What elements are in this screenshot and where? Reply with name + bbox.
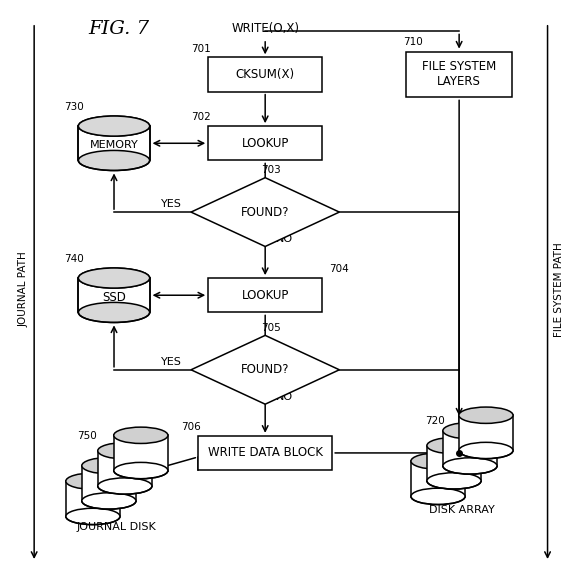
Bar	[406, 52, 512, 97]
Ellipse shape	[443, 458, 497, 474]
Text: 701: 701	[191, 43, 211, 53]
Bar	[78, 126, 150, 160]
Bar	[427, 446, 481, 481]
Bar	[208, 278, 322, 313]
Bar	[98, 451, 152, 486]
Ellipse shape	[113, 427, 168, 444]
Text: WRITE(O,X): WRITE(O,X)	[231, 22, 299, 35]
Text: 750: 750	[77, 431, 97, 441]
Ellipse shape	[82, 493, 136, 509]
Ellipse shape	[78, 302, 150, 323]
Ellipse shape	[427, 438, 481, 454]
Ellipse shape	[78, 116, 150, 136]
Text: SSD: SSD	[102, 291, 126, 304]
Text: 720: 720	[425, 416, 445, 426]
Text: NO: NO	[276, 234, 293, 244]
Text: FOUND?: FOUND?	[241, 206, 289, 219]
Text: 704: 704	[329, 264, 349, 274]
Ellipse shape	[459, 407, 513, 423]
Text: FIG. 7: FIG. 7	[88, 20, 149, 38]
Text: 702: 702	[191, 112, 211, 122]
Bar	[78, 126, 150, 160]
Text: 706: 706	[181, 422, 201, 432]
Polygon shape	[191, 335, 339, 404]
Ellipse shape	[443, 423, 497, 439]
Ellipse shape	[411, 453, 465, 469]
Polygon shape	[191, 178, 339, 247]
Ellipse shape	[78, 151, 150, 170]
Text: JOURNAL DISK: JOURNAL DISK	[77, 522, 157, 532]
Text: 730: 730	[64, 102, 84, 112]
Ellipse shape	[66, 508, 120, 525]
Bar	[78, 278, 150, 313]
Ellipse shape	[78, 268, 150, 288]
Text: LOOKUP: LOOKUP	[241, 137, 289, 150]
Ellipse shape	[113, 463, 168, 479]
Text: FILE SYSTEM
LAYERS: FILE SYSTEM LAYERS	[422, 60, 497, 89]
Bar	[113, 435, 168, 471]
Text: CKSUM(X): CKSUM(X)	[236, 68, 295, 81]
Text: 740: 740	[64, 254, 84, 264]
Ellipse shape	[78, 116, 150, 136]
Bar	[208, 126, 322, 160]
Ellipse shape	[82, 457, 136, 474]
Ellipse shape	[459, 442, 513, 459]
Ellipse shape	[98, 442, 152, 459]
Bar	[443, 431, 497, 466]
Bar	[66, 481, 120, 516]
Text: DISK ARRAY: DISK ARRAY	[429, 504, 495, 515]
Bar	[78, 278, 150, 313]
Ellipse shape	[427, 472, 481, 489]
Text: YES: YES	[161, 357, 181, 367]
Text: WRITE DATA BLOCK: WRITE DATA BLOCK	[208, 446, 323, 459]
Ellipse shape	[66, 473, 120, 489]
Text: 703: 703	[260, 165, 281, 175]
Text: 710: 710	[404, 36, 423, 47]
Text: MEMORY: MEMORY	[90, 140, 138, 151]
Bar	[208, 57, 322, 91]
Text: LOOKUP: LOOKUP	[241, 289, 289, 302]
Text: YES: YES	[161, 200, 181, 210]
Bar	[411, 461, 465, 496]
Bar	[459, 415, 513, 450]
Ellipse shape	[78, 268, 150, 288]
Ellipse shape	[411, 488, 465, 504]
Text: NO: NO	[276, 391, 293, 402]
Text: JOURNAL PATH: JOURNAL PATH	[19, 252, 29, 327]
Text: FOUND?: FOUND?	[241, 363, 289, 376]
Bar	[82, 466, 136, 501]
Bar	[198, 436, 332, 470]
Text: FILE SYSTEM PATH: FILE SYSTEM PATH	[554, 242, 564, 337]
Text: 705: 705	[260, 323, 281, 333]
Ellipse shape	[98, 478, 152, 494]
